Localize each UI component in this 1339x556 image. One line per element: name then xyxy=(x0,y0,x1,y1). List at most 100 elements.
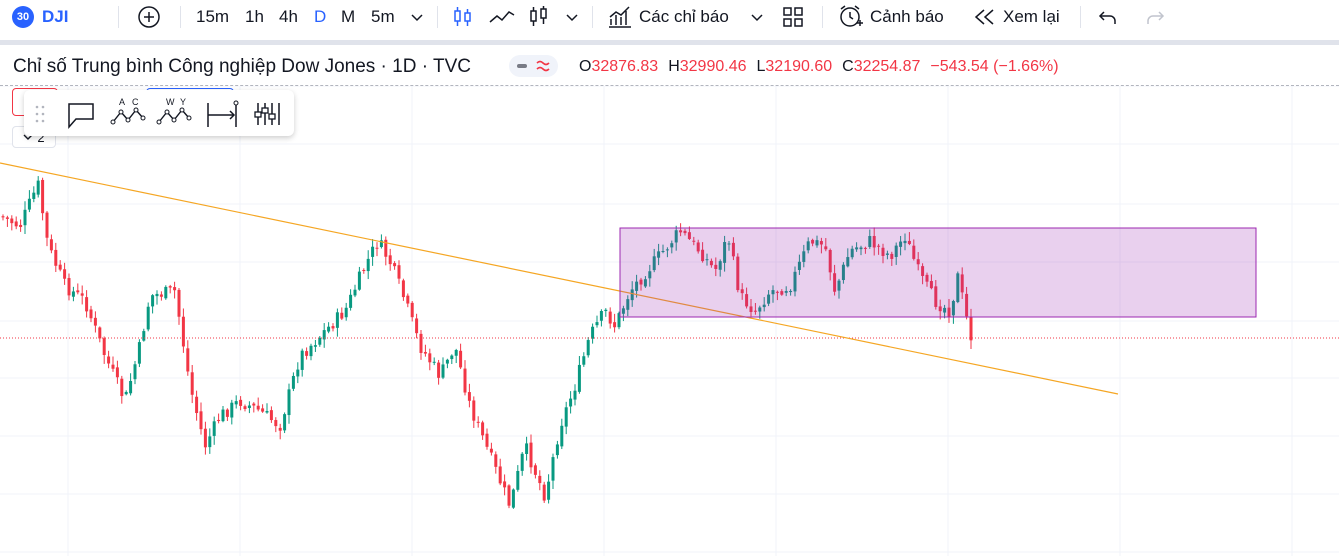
interval-4h[interactable]: 4h xyxy=(279,7,298,26)
candle-body xyxy=(749,306,753,312)
chevron-down-icon xyxy=(411,14,423,22)
interval-d[interactable]: D xyxy=(314,7,327,26)
candle-body xyxy=(472,400,476,421)
candle-body xyxy=(885,253,889,255)
indicators-button[interactable]: Các chỉ báo xyxy=(607,0,729,34)
candle-body xyxy=(841,264,845,281)
candle-body xyxy=(608,311,612,324)
candle-body xyxy=(428,353,432,363)
candle-body xyxy=(793,271,797,292)
candle-body xyxy=(80,293,84,296)
candle-body xyxy=(921,266,925,276)
layout-button[interactable] xyxy=(782,0,804,34)
divider xyxy=(592,6,593,28)
legend-toggle-pill[interactable] xyxy=(509,55,558,77)
undo-icon xyxy=(1098,11,1116,24)
ohlc-values: O32876.83 H32990.46 L32190.60 C32254.87 … xyxy=(579,58,1059,76)
interval-1h[interactable]: 1h xyxy=(245,7,264,26)
candle-body xyxy=(789,290,793,293)
high-label: H xyxy=(668,58,680,75)
compare-symbol-button[interactable] xyxy=(137,0,161,34)
candle-body xyxy=(859,247,863,250)
candle-body xyxy=(19,224,23,228)
candle-body xyxy=(265,411,269,413)
candle-body xyxy=(806,241,810,251)
candle-body xyxy=(375,247,379,249)
candle-body xyxy=(503,481,507,488)
candle-body xyxy=(767,294,771,304)
interval-5m[interactable]: 5m xyxy=(371,7,395,26)
candle-body xyxy=(723,242,727,263)
candle-body xyxy=(613,322,617,328)
callout-tool-icon[interactable] xyxy=(64,99,96,129)
candle-body xyxy=(555,444,559,456)
candle-body xyxy=(247,405,251,409)
candlestick-series xyxy=(1,176,973,509)
candle-body xyxy=(621,308,625,314)
candle-body xyxy=(340,312,344,319)
redo-button[interactable] xyxy=(1144,0,1166,34)
line-chart-type-button[interactable] xyxy=(488,0,516,34)
candle-body xyxy=(291,375,295,389)
interval-m[interactable]: M xyxy=(341,7,356,26)
replay-button[interactable]: Xem lại xyxy=(973,0,1060,34)
abcd-pattern-icon[interactable]: A C xyxy=(110,96,146,128)
minus-icon xyxy=(517,64,527,68)
date-range-icon[interactable] xyxy=(204,99,240,129)
candle-body xyxy=(863,247,867,249)
candle-body xyxy=(868,236,872,247)
change-value: −543.54 (−1.66%) xyxy=(930,58,1059,75)
candle-body xyxy=(811,239,815,244)
replay-label: Xem lại xyxy=(1003,7,1060,26)
candle-body xyxy=(432,361,436,363)
fixed-range-volume-icon[interactable] xyxy=(252,99,282,129)
candle-body xyxy=(344,307,348,318)
candle-body xyxy=(925,274,929,282)
candle-body xyxy=(195,396,199,414)
candle-body xyxy=(687,232,691,239)
bars-chart-type-button[interactable] xyxy=(528,0,550,34)
series-legend[interactable]: Chỉ số Trung bình Công nghiệp Dow Jones … xyxy=(13,55,471,79)
candles-chart-type-button[interactable] xyxy=(452,0,474,34)
candle-body xyxy=(775,291,779,293)
candle-body xyxy=(252,403,256,406)
indicators-dropdown[interactable] xyxy=(750,0,764,34)
candle-body xyxy=(784,291,788,293)
price-chart[interactable] xyxy=(0,86,1339,556)
chart-type-dropdown[interactable] xyxy=(565,0,579,34)
wave-pattern-icon[interactable]: W Y xyxy=(156,96,192,128)
candle-body xyxy=(577,364,581,392)
pane-separator xyxy=(0,85,1339,86)
candle-body xyxy=(362,269,366,271)
candle-body xyxy=(164,286,168,299)
candle-body xyxy=(437,362,441,378)
interval-15m[interactable]: 15m xyxy=(196,7,230,26)
rectangle-drawing[interactable] xyxy=(619,227,1257,318)
candle-body xyxy=(758,307,762,312)
candle-body xyxy=(305,351,309,356)
symbol-search-button[interactable]: DJI xyxy=(42,7,69,26)
svg-text:Y: Y xyxy=(180,97,186,107)
candle-body xyxy=(366,258,370,272)
candle-body xyxy=(296,369,300,377)
candle-body xyxy=(133,364,137,380)
candle-body xyxy=(718,261,722,270)
interval-dropdown[interactable] xyxy=(410,0,424,34)
undo-button[interactable] xyxy=(1097,0,1119,34)
candle-body xyxy=(639,279,643,285)
pill-icons xyxy=(517,60,550,72)
candle-body xyxy=(269,410,273,421)
candle-body xyxy=(49,239,53,251)
candle-body xyxy=(217,419,221,422)
candle-body xyxy=(155,293,159,297)
candle-body xyxy=(679,230,683,233)
candle-body xyxy=(186,348,190,372)
trend-line-drawing[interactable] xyxy=(0,162,1119,395)
candle-body xyxy=(947,307,951,318)
svg-text:W: W xyxy=(166,97,175,107)
candle-body xyxy=(934,286,938,307)
drag-handle-icon[interactable] xyxy=(34,104,46,124)
alerts-button[interactable]: Cảnh báo xyxy=(838,0,944,34)
candle-body xyxy=(181,316,185,347)
candle-body xyxy=(199,411,203,430)
